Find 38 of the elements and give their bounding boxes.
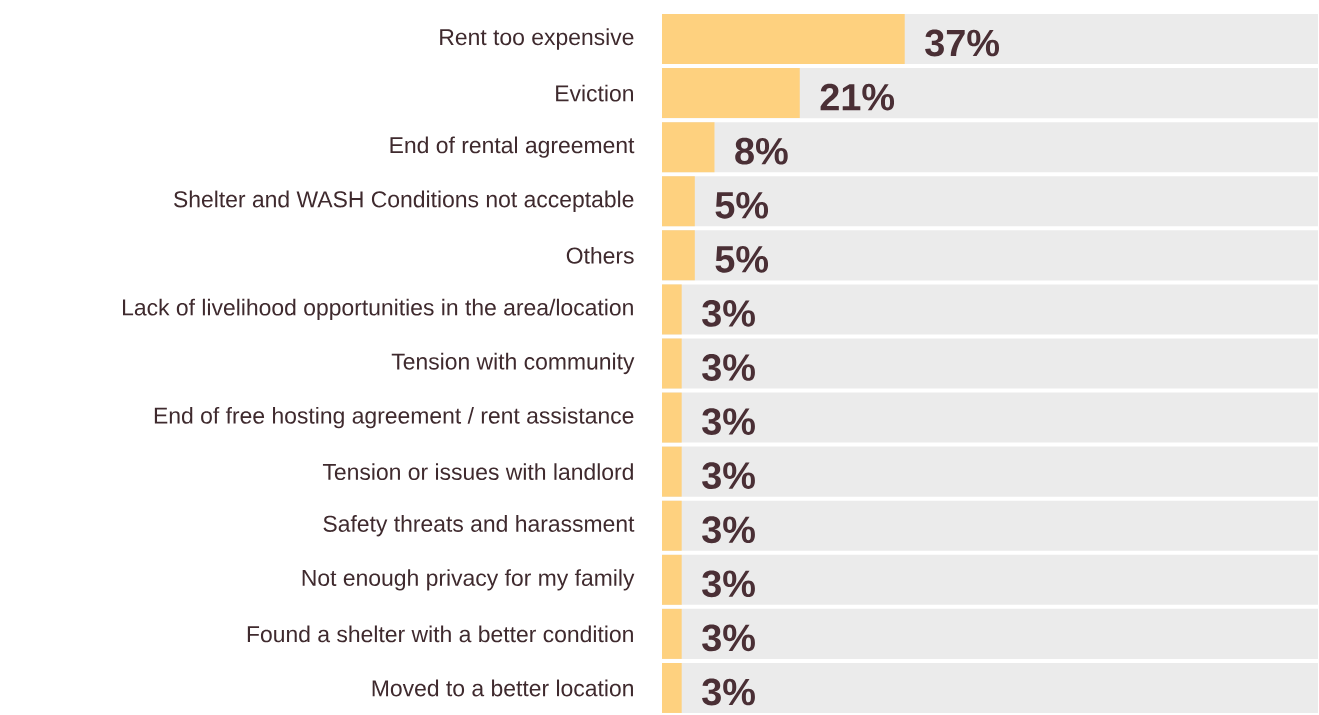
data-label: 3% [702,462,755,490]
data-label: 8% [735,137,788,165]
data-label: 5% [715,245,769,273]
y-tick-label: Found a shelter with a better condition [247,625,633,643]
bar [662,284,682,335]
data-label: 3% [702,516,755,544]
bar [662,662,682,713]
y-tick-label: Rent too expensive [440,28,634,50]
bar [662,122,715,173]
y-tick-label: Tension with community [391,352,635,375]
data-label: 3% [702,299,755,327]
y-tick-label: End of rental agreement [390,136,635,158]
bar [662,230,695,281]
y-tick-label: Lack of livelihood opportunities in the area/location [123,298,633,321]
bar [662,176,695,227]
data-label: 3% [702,570,755,598]
bar [662,446,682,497]
bar [662,608,682,659]
data-label: 37% [925,29,1000,57]
y-tick-label: End of free hosting agreement / rent assistance [154,406,634,429]
data-label: 3% [702,354,755,381]
y-tick-label: Not enough privacy for my family [302,569,635,591]
y-tick-label: Moved to a better location [372,679,633,697]
y-tick-label: Shelter and WASH Conditions not acceptable [174,190,634,212]
data-label: 3% [702,624,755,652]
bar [662,338,682,389]
bar [662,68,800,119]
y-tick-label: Safety threats and harassment [323,515,635,537]
data-label: 3% [702,408,755,436]
bar [662,554,682,605]
data-label: 3% [702,678,755,706]
bar [662,500,682,551]
data-label: 21% [820,83,895,111]
y-tick-label: Others [566,246,634,264]
bar [662,392,682,443]
y-tick-label: Eviction [556,84,633,102]
y-tick-label: Tension or issues with landlord [322,463,633,481]
data-label: 5% [715,191,769,219]
